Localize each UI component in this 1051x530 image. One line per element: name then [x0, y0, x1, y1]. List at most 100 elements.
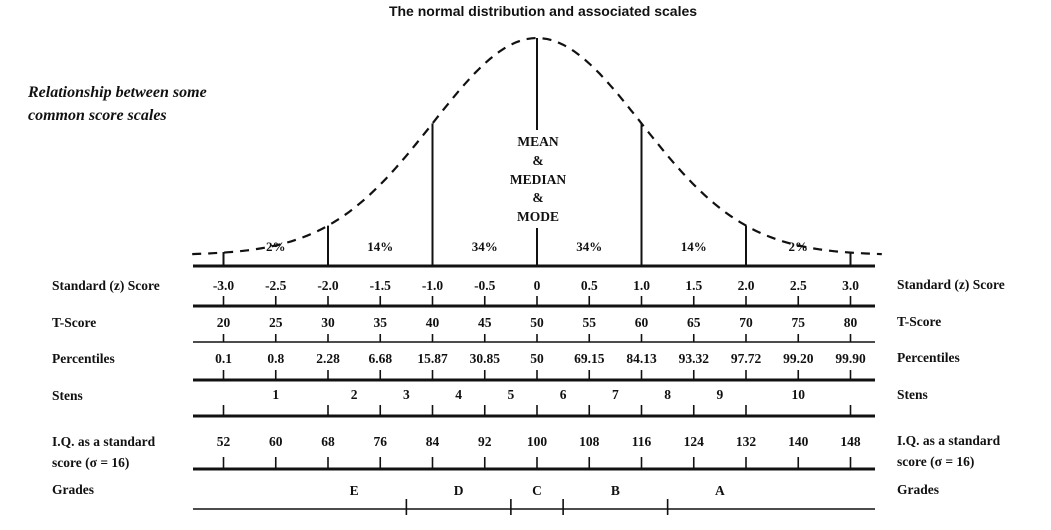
region-percentage-label: 2% [266, 239, 286, 254]
iq-value: 52 [217, 434, 231, 449]
label-stens-left: Stens [52, 388, 83, 403]
sten-value: 6 [560, 387, 567, 402]
z-score-value: 2.0 [738, 278, 755, 293]
region-percentages: 2% 14% 34% 34% 14% 2% [266, 239, 808, 254]
row-labels-right: Standard (z) Score T-Score Percentiles S… [897, 277, 1005, 497]
iq-value: 68 [321, 434, 335, 449]
sten-value: 8 [664, 387, 671, 402]
z-score-value: -0.5 [474, 278, 496, 293]
region-percentage-label: 34% [472, 239, 498, 254]
percentile-value: 69.15 [574, 351, 605, 366]
label-grades-right: Grades [897, 482, 939, 497]
region-percentage-label: 34% [576, 239, 602, 254]
sten-value: 9 [717, 387, 724, 402]
z-score-value: -3.0 [213, 278, 235, 293]
label-stens-right: Stens [897, 387, 928, 402]
iq-value: 60 [269, 434, 283, 449]
t-score-value: 70 [739, 315, 753, 330]
z-score-value: -2.5 [265, 278, 287, 293]
percentile-value: 93.32 [679, 351, 710, 366]
center-label-mode: MODE [517, 209, 559, 224]
percentile-value: 30.85 [470, 351, 501, 366]
label-z-right: Standard (z) Score [897, 277, 1005, 292]
sten-value: 4 [455, 387, 462, 402]
label-iq-right-2: score (σ = 16) [897, 454, 974, 469]
sten-value: 7 [612, 387, 619, 402]
t-score-value: 25 [269, 315, 283, 330]
label-iq-right-1: I.Q. as a standard [897, 433, 1001, 448]
sten-value: 1 [272, 387, 279, 402]
grade-value: B [611, 483, 620, 498]
t-score-value: 40 [426, 315, 440, 330]
grade-value: E [350, 483, 359, 498]
sten-value: 5 [508, 387, 515, 402]
t-score-value: 65 [687, 315, 701, 330]
iq-value: 84 [426, 434, 440, 449]
z-score-value: 1.0 [633, 278, 650, 293]
z-score-value: 1.5 [685, 278, 702, 293]
label-grades-left: Grades [52, 482, 94, 497]
grade-value: D [454, 483, 464, 498]
z-score-value: -1.0 [422, 278, 444, 293]
z-score-value: -1.5 [370, 278, 392, 293]
region-percentage-label: 14% [367, 239, 393, 254]
label-percentiles-right: Percentiles [897, 350, 960, 365]
center-label: MEAN & MEDIAN & MODE [500, 130, 576, 228]
region-percentage-label: 2% [789, 239, 809, 254]
region-percentage-label: 14% [681, 239, 707, 254]
label-iq-left-1: I.Q. as a standard [52, 434, 156, 449]
t-score-value: 60 [635, 315, 649, 330]
z-score-value: 0 [534, 278, 541, 293]
subtitle-line-1: Relationship between some [27, 84, 207, 101]
sten-value: 10 [792, 387, 806, 402]
percentile-value: 2.28 [316, 351, 340, 366]
iq-value: 116 [632, 434, 652, 449]
percentile-value: 0.1 [215, 351, 232, 366]
center-label-amp-2: & [532, 190, 543, 205]
iq-value: 124 [684, 434, 705, 449]
t-score-value: 30 [321, 315, 335, 330]
label-t-right: T-Score [897, 314, 941, 329]
center-label-mean: MEAN [517, 134, 558, 149]
iq-value: 76 [374, 434, 388, 449]
bell-curve [192, 36, 882, 256]
t-score-value: 55 [583, 315, 597, 330]
z-score-value: -2.0 [317, 278, 339, 293]
row-labels-left: Standard (z) Score T-Score Percentiles S… [52, 278, 160, 497]
score-scales: -3.0 -2.5 -2.0 -1.5 -1.0 -0.5 0 0.5 1.0 1.5 2.0 2.5… [193, 264, 875, 515]
center-label-background [500, 130, 576, 228]
center-label-median: MEDIAN [510, 172, 566, 187]
percentile-value: 99.20 [783, 351, 814, 366]
sten-value: 3 [403, 387, 410, 402]
t-score-value: 75 [792, 315, 806, 330]
subtitle: Relationship between some common score s… [27, 84, 207, 124]
t-score-value: 45 [478, 315, 492, 330]
percentile-value: 0.8 [267, 351, 284, 366]
iq-value: 108 [579, 434, 600, 449]
iq-value: 92 [478, 434, 492, 449]
percentile-value: 6.68 [368, 351, 392, 366]
percentile-value: 50 [530, 351, 544, 366]
label-t-left: T-Score [52, 315, 96, 330]
t-score-value: 80 [844, 315, 858, 330]
iq-value: 148 [840, 434, 861, 449]
percentile-value: 97.72 [731, 351, 762, 366]
diagram-title: The normal distribution and associated s… [389, 3, 697, 19]
t-score-value: 20 [217, 315, 231, 330]
sten-value: 2 [351, 387, 358, 402]
label-iq-left-2: score (σ = 16) [52, 455, 129, 470]
percentile-value: 99.90 [835, 351, 866, 366]
t-score-value: 50 [530, 315, 544, 330]
grade-value: C [532, 483, 542, 498]
z-score-value: 0.5 [581, 278, 598, 293]
iq-value: 132 [736, 434, 757, 449]
z-score-value: 3.0 [842, 278, 859, 293]
bell-curve-path [192, 36, 882, 256]
iq-value: 140 [788, 434, 809, 449]
subtitle-line-2: common score scales [28, 107, 167, 124]
label-percentiles-left: Percentiles [52, 351, 115, 366]
t-score-value: 35 [374, 315, 388, 330]
percentile-value: 15.87 [417, 351, 448, 366]
percentile-value: 84.13 [626, 351, 657, 366]
